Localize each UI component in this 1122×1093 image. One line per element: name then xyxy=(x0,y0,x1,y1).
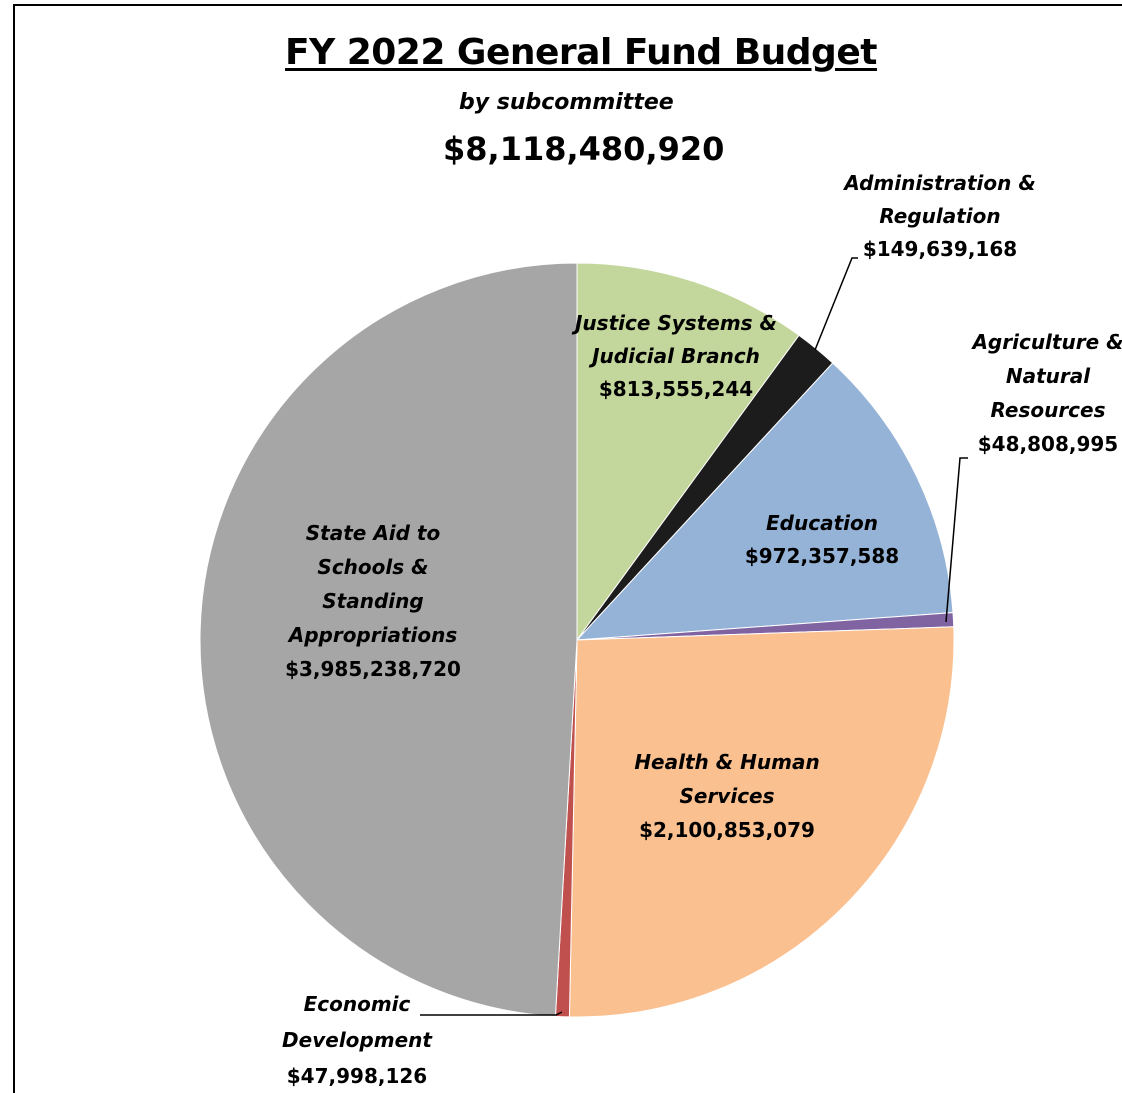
slice-value-education: $972,357,588 xyxy=(745,544,899,568)
slice-label-education-line-1: Education xyxy=(766,511,878,535)
slice-label-economic-line-2: Development xyxy=(282,1028,433,1052)
slice-value-agriculture: $48,808,995 xyxy=(978,432,1118,456)
slice-label-admin-line-2: Regulation xyxy=(879,204,1000,228)
slice-label-admin-line-1: Administration & xyxy=(842,171,1036,195)
slice-label-agriculture-line-2: Natural xyxy=(1006,364,1091,388)
chart-total: $8,118,480,920 xyxy=(443,130,725,168)
slice-label-justice-line-1: Justice Systems & xyxy=(571,311,777,335)
slice-label-stateaid-line-1: State Aid to xyxy=(306,521,441,545)
chart-title: FY 2022 General Fund Budget xyxy=(285,32,877,73)
slice-label-stateaid-line-2: Schools & xyxy=(317,555,428,579)
slice-value-admin: $149,639,168 xyxy=(863,237,1017,261)
leader-line-admin xyxy=(814,257,858,351)
pie-slice-education xyxy=(575,362,954,641)
slice-value-health: $2,100,853,079 xyxy=(639,818,815,842)
slice-label-agriculture-line-1: Agriculture & xyxy=(970,330,1122,354)
pie-slice-stateaid xyxy=(199,262,578,1017)
leader-line-economic xyxy=(420,1011,563,1016)
slice-value-justice: $813,555,244 xyxy=(599,377,753,401)
slice-label-stateaid-line-3: Standing xyxy=(322,589,423,613)
slice-label-justice-line-2: Judicial Branch xyxy=(588,344,760,368)
slice-label-health-line-1: Health & Human xyxy=(634,750,819,774)
slice-label-agriculture-line-3: Resources xyxy=(990,398,1105,422)
slice-value-economic: $47,998,126 xyxy=(287,1064,427,1088)
pie-slice-justice xyxy=(576,262,800,642)
slice-value-stateaid: $3,985,238,720 xyxy=(285,657,461,681)
slice-label-health-line-2: Services xyxy=(679,784,774,808)
pie-slice-health xyxy=(568,626,955,1018)
slice-label-stateaid-line-4: Appropriations xyxy=(287,623,458,647)
slice-label-economic-line-1: Economic xyxy=(304,992,411,1016)
leader-line-agriculture xyxy=(945,457,968,623)
chart-subtitle: by subcommittee xyxy=(459,90,674,115)
